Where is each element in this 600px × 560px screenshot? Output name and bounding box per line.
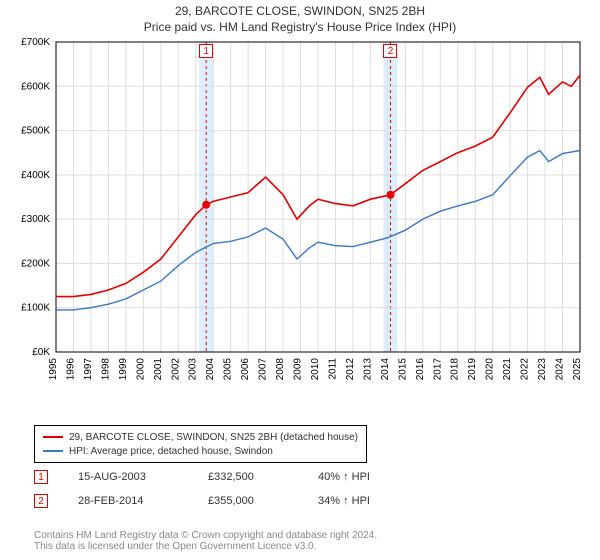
svg-text:£100K: £100K — [21, 303, 50, 314]
sale-price: £355,000 — [208, 495, 288, 507]
chart-marker-1: 1 — [199, 44, 213, 58]
svg-text:2021: 2021 — [502, 358, 513, 381]
footer-line-2: This data is licensed under the Open Gov… — [34, 541, 377, 552]
svg-text:2000: 2000 — [135, 358, 146, 381]
svg-text:2008: 2008 — [275, 358, 286, 381]
svg-text:1996: 1996 — [65, 358, 76, 381]
svg-text:2024: 2024 — [555, 358, 566, 381]
svg-text:2020: 2020 — [485, 358, 496, 381]
svg-text:2012: 2012 — [345, 358, 356, 381]
svg-text:1999: 1999 — [118, 358, 129, 381]
sale-date: 15-AUG-2003 — [78, 471, 178, 483]
sale-delta: 34% ↑ HPI — [318, 495, 370, 507]
svg-text:2016: 2016 — [415, 358, 426, 381]
svg-text:2025: 2025 — [572, 358, 583, 381]
price-chart: £0K £100K £200K £300K £400K £500K £600K £700K 19… — [0, 0, 600, 395]
svg-text:2023: 2023 — [537, 358, 548, 381]
sale-marker-icon: 1 — [34, 470, 48, 484]
chart-marker-2: 2 — [383, 44, 397, 58]
svg-text:2014: 2014 — [380, 358, 391, 381]
legend-row-0: 29, BARCOTE CLOSE, SWINDON, SN25 2BH (de… — [43, 430, 358, 444]
sale-marker-icon: 2 — [34, 494, 48, 508]
legend-box: 29, BARCOTE CLOSE, SWINDON, SN25 2BH (de… — [34, 425, 367, 463]
footer-line-1: Contains HM Land Registry data © Crown c… — [34, 530, 377, 541]
svg-text:2003: 2003 — [188, 358, 199, 381]
legend-row-1: HPI: Average price, detached house, Swin… — [43, 444, 358, 458]
sale-delta: 40% ↑ HPI — [318, 471, 370, 483]
sale-date: 28-FEB-2014 — [78, 495, 178, 507]
svg-text:2017: 2017 — [432, 358, 443, 381]
svg-text:2015: 2015 — [397, 358, 408, 381]
svg-text:2007: 2007 — [258, 358, 269, 381]
svg-text:2011: 2011 — [327, 358, 338, 380]
svg-text:2001: 2001 — [153, 358, 164, 381]
svg-text:£0K: £0K — [32, 347, 50, 358]
svg-text:£400K: £400K — [21, 170, 50, 181]
legend-label: HPI: Average price, detached house, Swin… — [69, 446, 273, 457]
sale-row-1: 1 15-AUG-2003 £332,500 40% ↑ HPI — [34, 470, 370, 484]
svg-text:2010: 2010 — [310, 358, 321, 381]
legend-swatch — [43, 436, 63, 438]
sale-price: £332,500 — [208, 471, 288, 483]
svg-text:£500K: £500K — [21, 126, 50, 137]
svg-text:1995: 1995 — [48, 358, 59, 381]
svg-text:1997: 1997 — [83, 358, 94, 381]
svg-text:2018: 2018 — [450, 358, 461, 381]
legend-label: 29, BARCOTE CLOSE, SWINDON, SN25 2BH (de… — [69, 432, 358, 443]
svg-text:2004: 2004 — [205, 358, 216, 381]
svg-text:2022: 2022 — [520, 358, 531, 381]
svg-text:2006: 2006 — [240, 358, 251, 381]
svg-text:£200K: £200K — [21, 258, 50, 269]
svg-text:2009: 2009 — [293, 358, 304, 381]
svg-text:£700K: £700K — [21, 37, 50, 48]
legend-swatch — [43, 450, 63, 452]
svg-text:1998: 1998 — [100, 358, 111, 381]
svg-text:£600K: £600K — [21, 81, 50, 92]
svg-text:2002: 2002 — [170, 358, 181, 381]
svg-text:£300K: £300K — [21, 214, 50, 225]
svg-text:2005: 2005 — [223, 358, 234, 381]
svg-text:2013: 2013 — [362, 358, 373, 381]
sale-row-2: 2 28-FEB-2014 £355,000 34% ↑ HPI — [34, 494, 370, 508]
footer-attribution: Contains HM Land Registry data © Crown c… — [34, 530, 377, 552]
svg-text:2019: 2019 — [467, 358, 478, 381]
